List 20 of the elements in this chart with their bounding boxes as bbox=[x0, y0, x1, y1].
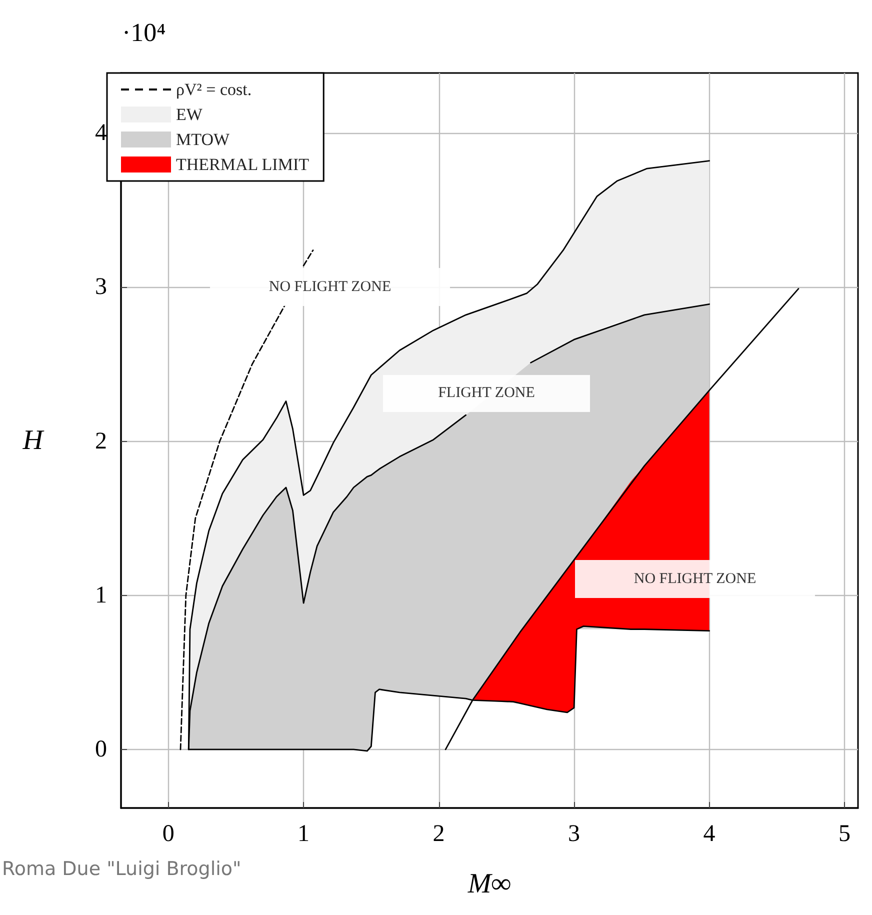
text: ·10⁴ bbox=[122, 18, 166, 48]
text: Roma Due "Luigi Broglio" bbox=[2, 858, 242, 880]
x-axis-title: M∞ bbox=[466, 868, 512, 900]
x-tick-label: 5 bbox=[838, 821, 850, 847]
annotation: NO FLIGHT ZONE bbox=[210, 268, 450, 306]
y-tick-label: 1 bbox=[95, 582, 107, 608]
legend-label: MTOW bbox=[176, 130, 230, 149]
legend-label: THERMAL LIMIT bbox=[176, 155, 310, 174]
x-tick-label: 3 bbox=[568, 821, 580, 847]
y-axis-title: H bbox=[22, 425, 45, 456]
x-tick-label: 4 bbox=[703, 821, 716, 847]
x-tick-label: 2 bbox=[432, 821, 445, 847]
y-tick-label: 2 bbox=[95, 428, 107, 454]
y-tick-label: 3 bbox=[95, 274, 107, 300]
x-tick-label: 1 bbox=[298, 821, 310, 847]
legend-label: ρV² = cost. bbox=[176, 80, 252, 99]
y-tick-label: 0 bbox=[95, 736, 107, 762]
y-tick-label: 4 bbox=[95, 120, 107, 146]
legend-label: EW bbox=[176, 105, 204, 124]
x-tick-label: 0 bbox=[162, 821, 174, 847]
